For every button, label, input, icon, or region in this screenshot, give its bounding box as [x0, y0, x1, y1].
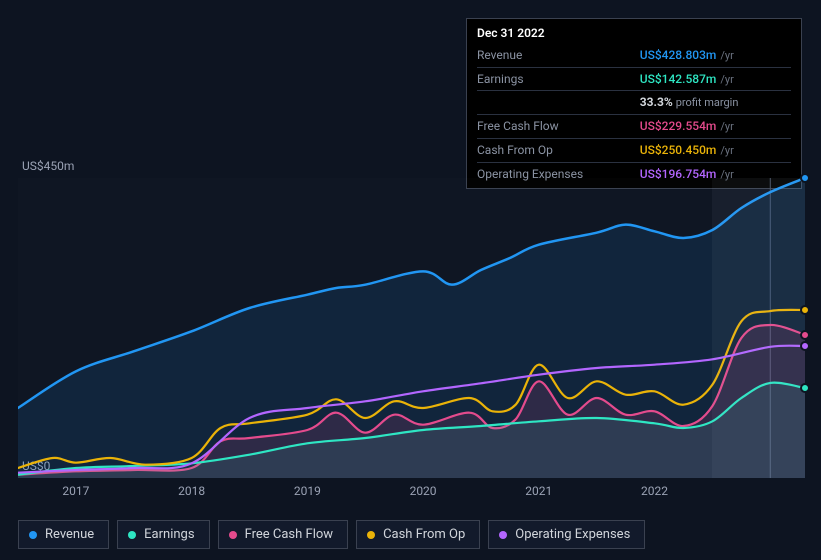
- series-endpoint-marker: [800, 341, 810, 351]
- tooltip-row-value: US$142.587m/yr: [640, 67, 791, 91]
- legend-color-dot: [367, 531, 375, 539]
- x-axis-tick-label: 2020: [410, 484, 437, 498]
- legend-color-dot: [499, 531, 507, 539]
- legend-item-earnings[interactable]: Earnings: [117, 520, 209, 549]
- legend-color-dot: [29, 531, 37, 539]
- x-axis-tick-label: 2019: [294, 484, 321, 498]
- legend-item-label: Cash From Op: [383, 527, 465, 542]
- legend-item-label: Free Cash Flow: [245, 527, 333, 542]
- hover-tooltip: Dec 31 2022 RevenueUS$428.803m/yrEarnings…: [466, 18, 802, 189]
- legend-item-revenue[interactable]: Revenue: [18, 520, 109, 549]
- tooltip-row-value: US$229.554m/yr: [640, 115, 791, 139]
- series-endpoint-marker: [800, 383, 810, 393]
- series-endpoint-marker: [800, 173, 810, 183]
- tooltip-row-label: Revenue: [477, 44, 640, 67]
- tooltip-date: Dec 31 2022: [477, 25, 791, 42]
- forecast-shaded-band: [712, 178, 805, 478]
- tooltip-row-value: US$250.450m/yr: [640, 138, 791, 162]
- legend-item-free-cash-flow[interactable]: Free Cash Flow: [218, 520, 348, 549]
- tooltip-row-label: Earnings: [477, 67, 640, 91]
- x-axis-tick-label: 2017: [62, 484, 89, 498]
- legend: Revenue Earnings Free Cash Flow Cash From O…: [18, 520, 645, 549]
- series-endpoint-marker: [800, 305, 810, 315]
- tooltip-row-sub: 33.3% profit margin: [640, 91, 791, 115]
- legend-item-label: Operating Expenses: [515, 527, 630, 542]
- x-axis-tick-label: 2021: [525, 484, 552, 498]
- tooltip-row-label: Cash From Op: [477, 138, 640, 162]
- x-axis-tick-label: 2022: [641, 484, 668, 498]
- legend-item-operating-expenses[interactable]: Operating Expenses: [488, 520, 645, 549]
- chart-svg: [18, 178, 805, 478]
- legend-item-label: Earnings: [144, 527, 194, 542]
- tooltip-row-label: Free Cash Flow: [477, 115, 640, 139]
- legend-item-cash-from-op[interactable]: Cash From Op: [356, 520, 480, 549]
- legend-color-dot: [229, 531, 237, 539]
- legend-item-label: Revenue: [45, 527, 94, 542]
- x-axis-labels: 2017 2018 2019 2020 2021 2022: [18, 484, 805, 499]
- series-endpoint-marker: [800, 330, 810, 340]
- chart-plot-area[interactable]: [18, 178, 805, 478]
- x-axis-tick-label: 2018: [178, 484, 205, 498]
- y-axis-max-label: US$450m: [22, 159, 74, 173]
- tooltip-row-value: US$428.803m/yr: [640, 44, 791, 67]
- legend-color-dot: [128, 531, 136, 539]
